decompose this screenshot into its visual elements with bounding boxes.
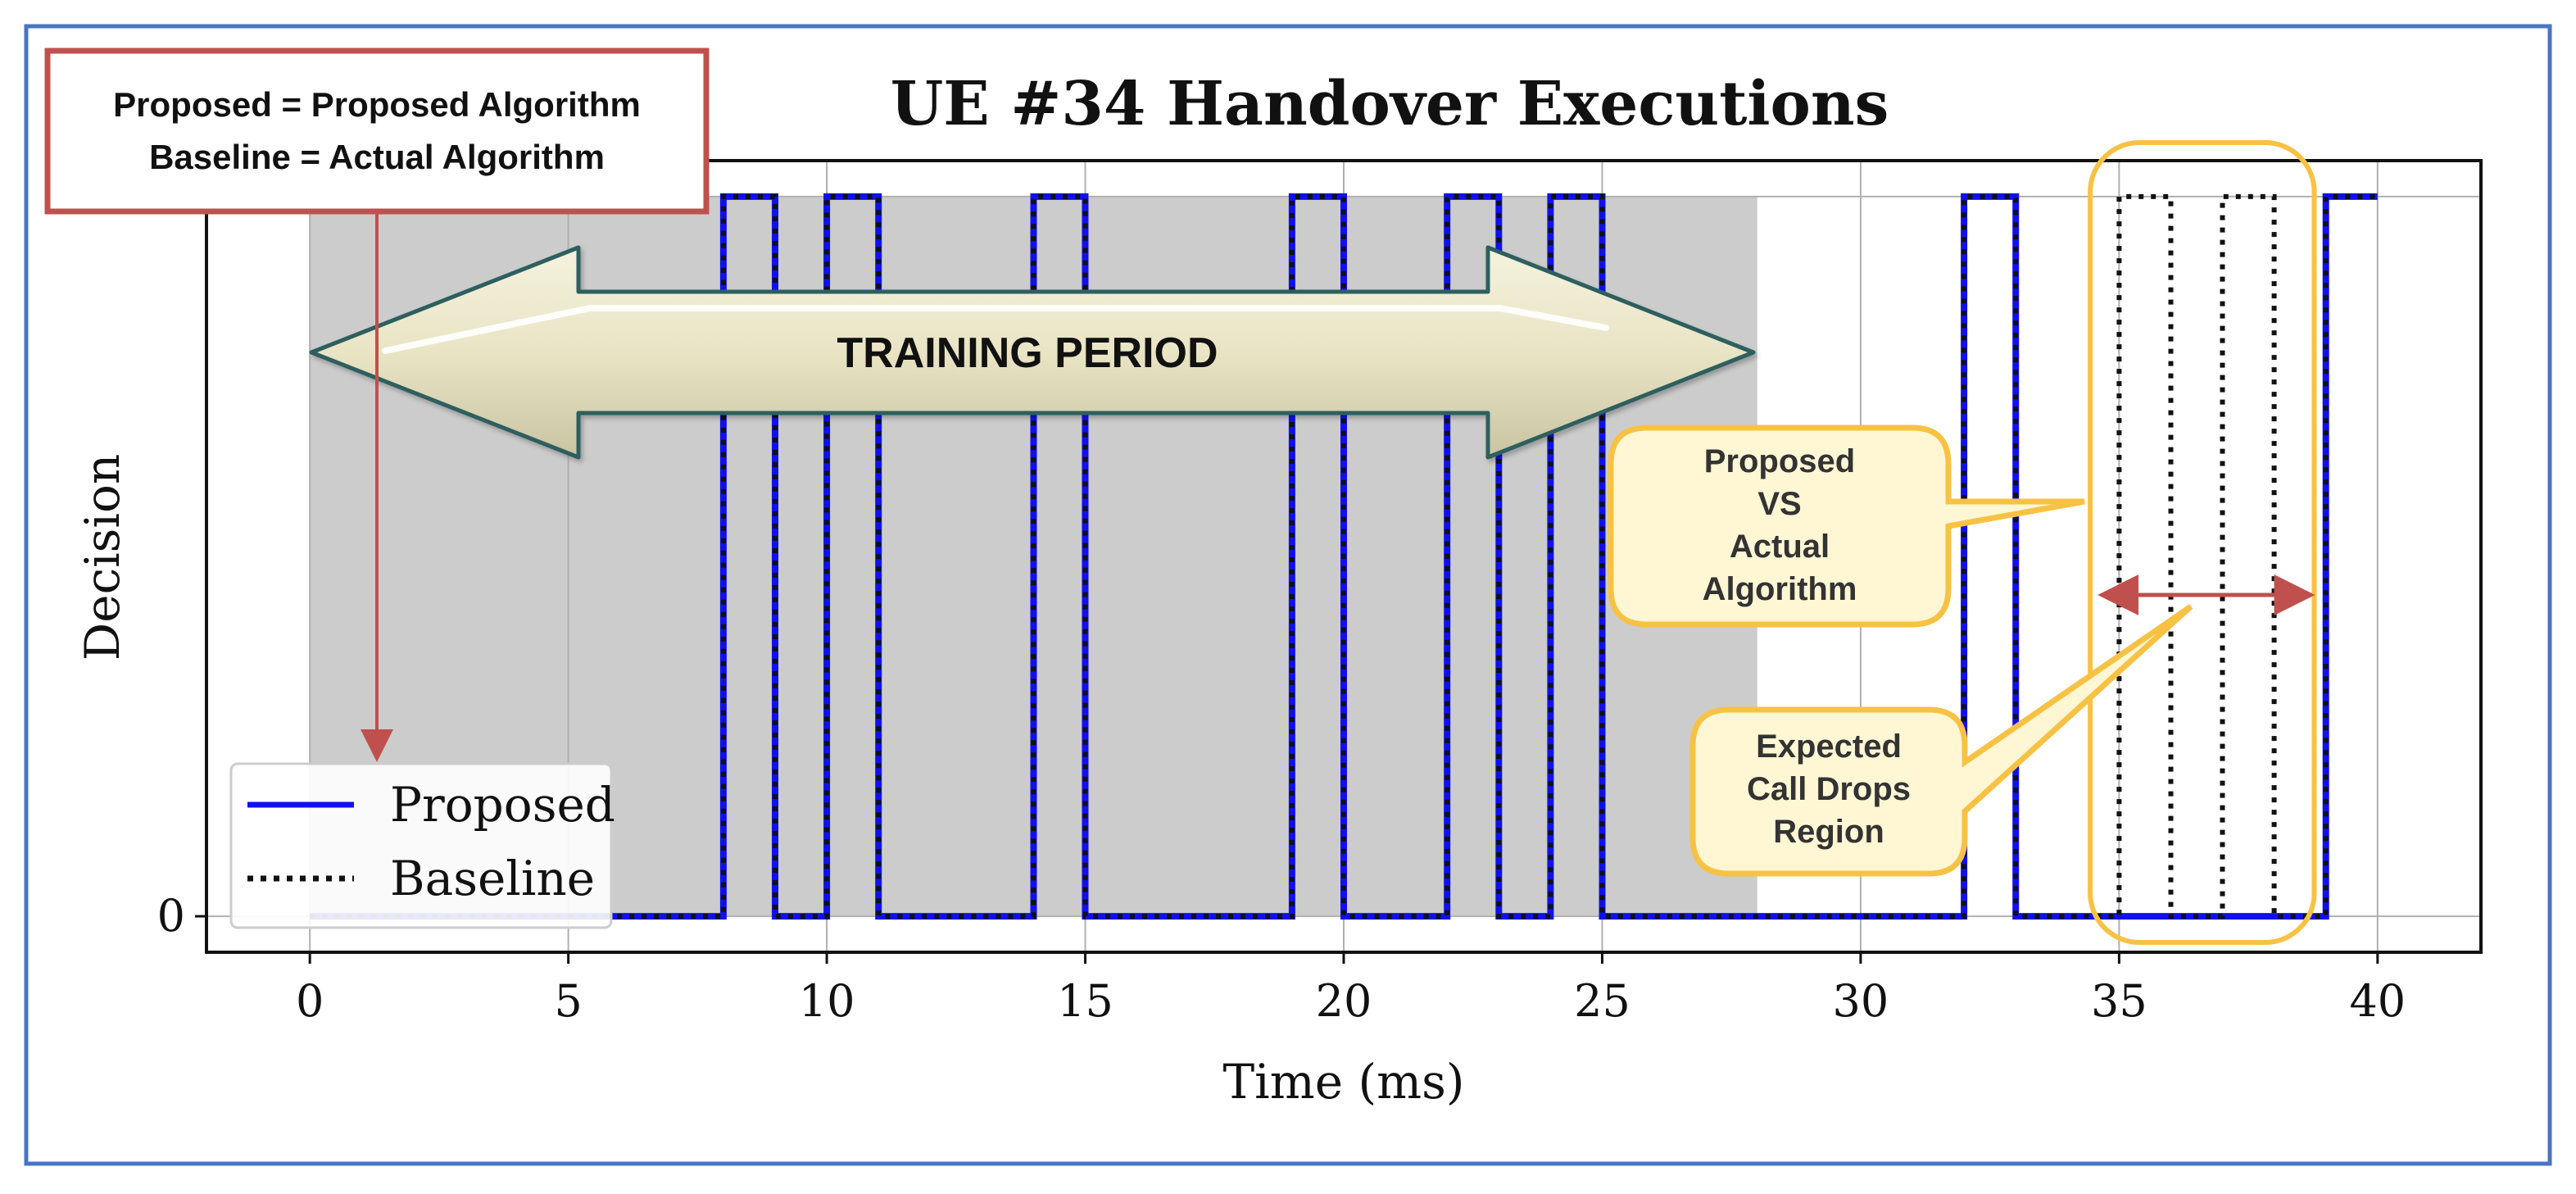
x-tick-label-35: 35	[2091, 975, 2147, 1027]
y-tick-label-0: 0	[157, 890, 185, 942]
series-line-baseline	[310, 193, 2378, 919]
y-axis-label: Decision	[75, 454, 130, 661]
axis-ticks: 0 5 10 15 20 25 30 35 40 0	[157, 195, 2406, 1027]
callout-compare-line2: VS	[1757, 486, 1801, 522]
x-tick-label-5: 5	[554, 975, 582, 1027]
legend-label-baseline: Baseline	[390, 851, 595, 906]
x-axis-label: Time (ms)	[1222, 1054, 1464, 1110]
training-period-label: TRAINING PERIOD	[837, 329, 1218, 377]
x-tick-label-10: 10	[799, 975, 855, 1027]
callout-drops-line3: Region	[1773, 814, 1884, 850]
x-tick-label-25: 25	[1574, 975, 1630, 1027]
callout-drops-line1: Expected	[1756, 729, 1902, 765]
definition-line-2: Baseline = Actual Algorithm	[149, 138, 605, 176]
call-drops-highlight-box	[2088, 140, 2317, 945]
chart-title: UE #34 Handover Executions	[891, 69, 1889, 139]
callout-compare-line3: Actual	[1730, 529, 1830, 565]
definition-box: Proposed = Proposed Algorithm Baseline =…	[44, 48, 710, 215]
x-tick-label-15: 15	[1057, 975, 1113, 1027]
x-tick-label-40: 40	[2349, 975, 2406, 1027]
callout-drops: Expected Call Drops Region	[1689, 604, 2193, 877]
callout-compare: Proposed VS Actual Algorithm	[1608, 424, 2085, 628]
callout-compare-line4: Algorithm	[1703, 571, 1857, 607]
x-tick-label-20: 20	[1316, 975, 1372, 1027]
callout-drops-line2: Call Drops	[1747, 771, 1911, 807]
series-layer	[310, 193, 2378, 920]
x-tick-label-30: 30	[1833, 975, 1889, 1027]
legend-label-proposed: Proposed	[390, 777, 615, 833]
legend: Proposed Baseline	[229, 762, 615, 929]
x-tick-label-0: 0	[296, 975, 324, 1027]
training-period-arrow	[309, 245, 1756, 460]
callout-compare-line1: Proposed	[1704, 443, 1855, 479]
definition-line-1: Proposed = Proposed Algorithm	[113, 85, 641, 124]
